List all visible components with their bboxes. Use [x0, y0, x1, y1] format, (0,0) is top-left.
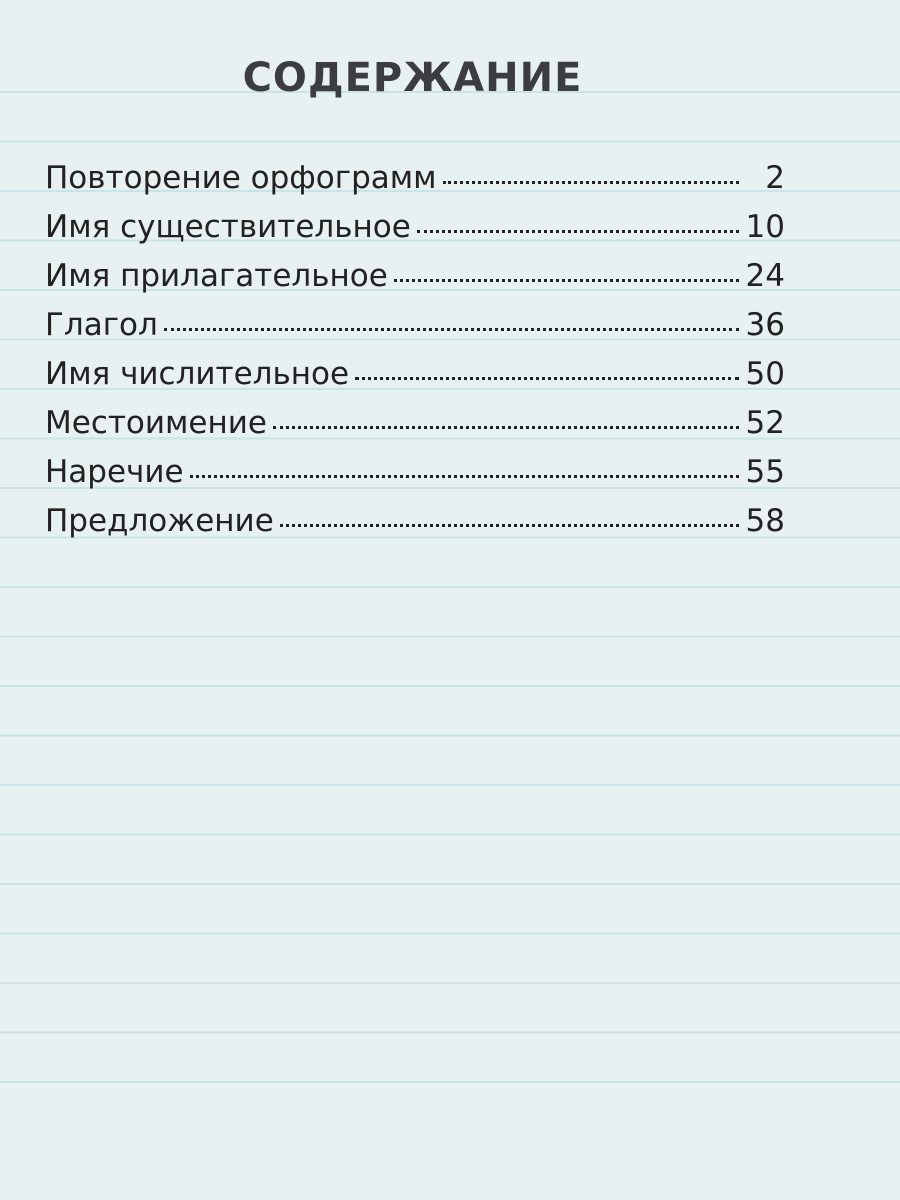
- toc-entry: Повторение орфограмм 2: [45, 160, 785, 209]
- dot-leader: [279, 524, 739, 527]
- entry-label: Местоимение: [45, 405, 267, 441]
- entry-page: 55: [745, 454, 785, 490]
- entry-page: 10: [745, 209, 785, 245]
- toc-entry: Имя прилагательное 24: [45, 258, 785, 307]
- dot-leader: [355, 377, 739, 380]
- toc-entry: Имя существительное 10: [45, 209, 785, 258]
- toc-entry: Имя числительное 50: [45, 356, 785, 405]
- dot-leader: [442, 181, 739, 184]
- dot-leader: [189, 475, 739, 478]
- entry-label: Предложение: [45, 503, 274, 539]
- dot-leader: [163, 328, 739, 331]
- toc-list: Повторение орфограмм 2 Имя существительное…: [45, 160, 785, 552]
- entry-label: Наречие: [45, 454, 184, 490]
- entry-page: 58: [745, 503, 785, 539]
- entry-page: 52: [745, 405, 785, 441]
- dot-leader: [393, 279, 739, 282]
- entry-page: 2: [765, 160, 785, 196]
- entry-page: 36: [745, 307, 785, 343]
- dot-leader: [416, 230, 739, 233]
- entry-label: Имя числительное: [45, 356, 350, 392]
- entry-label: Имя прилагательное: [45, 258, 388, 294]
- toc-entry: Местоимение 52: [45, 405, 785, 454]
- entry-label: Повторение орфограмм: [45, 160, 437, 196]
- entry-label: Имя существительное: [45, 209, 411, 245]
- entry-page: 50: [745, 356, 785, 392]
- toc-entry: Глагол 36: [45, 307, 785, 356]
- entry-page: 24: [745, 258, 785, 294]
- entry-label: Глагол: [45, 307, 158, 343]
- dot-leader: [272, 426, 739, 429]
- toc-entry: Предложение 58: [45, 503, 785, 552]
- toc-entry: Наречие 55: [45, 454, 785, 503]
- toc-title: СОДЕРЖАНИЕ: [242, 55, 583, 101]
